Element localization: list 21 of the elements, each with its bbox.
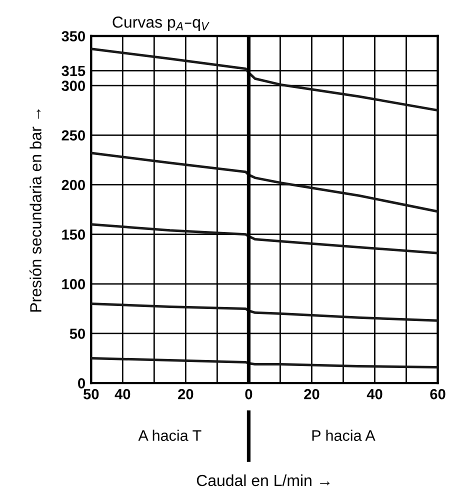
text: A hacia T xyxy=(138,430,202,441)
y-axis-title: Presión secundaria en bar → xyxy=(30,109,42,312)
x-tick-label: 0 xyxy=(245,389,252,400)
x-tick-label: 50 xyxy=(83,389,99,400)
y-tick-label: 100 xyxy=(62,279,85,290)
x-axis-title: Caudal en L/min → xyxy=(196,474,330,486)
x-tick-label: 20 xyxy=(304,389,320,400)
y-tick-label: 150 xyxy=(62,229,85,240)
y-tick-label: 200 xyxy=(62,180,85,190)
y-tick-label: 300 xyxy=(62,80,85,92)
x-tick-label: 60 xyxy=(430,389,446,400)
text: P hacia A xyxy=(312,430,376,441)
y-tick-label: 250 xyxy=(62,130,85,141)
y-tick-label: 350 xyxy=(62,31,85,42)
y-tick-label: 0 xyxy=(78,378,85,388)
chart-title: Curvas p$_{A}$–q$_{V}$ xyxy=(112,16,210,31)
x-tick-label: 40 xyxy=(114,389,130,400)
x-tick-label: 40 xyxy=(366,389,382,400)
y-tick-label: 315 xyxy=(62,66,86,76)
y-tick-label: 50 xyxy=(70,328,85,339)
x-tick-label: 20 xyxy=(178,389,194,400)
